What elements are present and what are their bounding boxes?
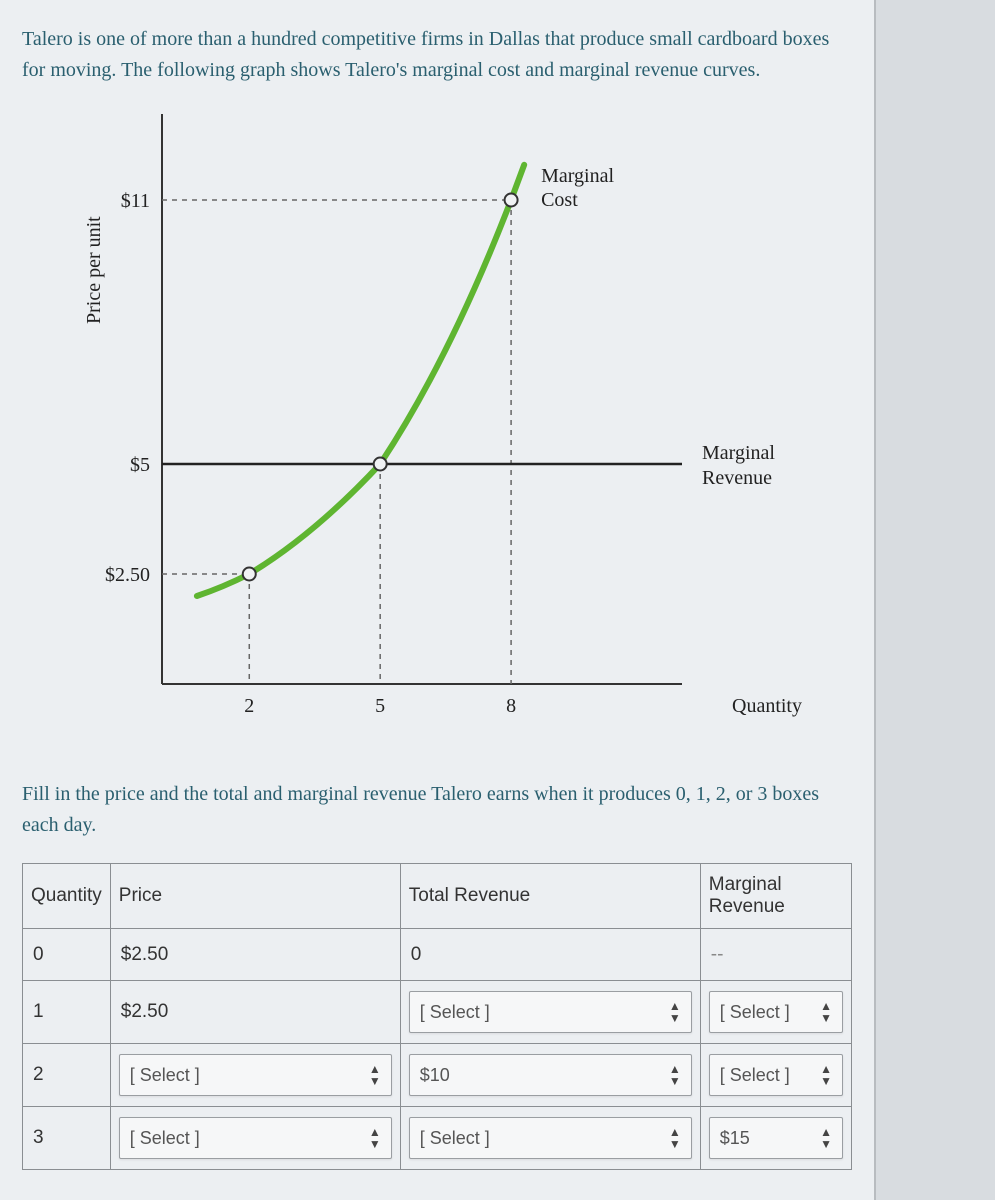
table-row: 3 [ Select ] ▲▼ [ Select ] ▲▼ $15 ▲▼ bbox=[23, 1107, 852, 1170]
instruction-text: Fill in the price and the total and marg… bbox=[22, 779, 852, 841]
question-text: Talero is one of more than a hundred com… bbox=[22, 24, 852, 86]
revenue-table: Quantity Price Total Revenue Marginal Re… bbox=[22, 863, 852, 1170]
svg-text:$5: $5 bbox=[130, 454, 150, 476]
cell-quantity: 3 bbox=[23, 1107, 111, 1170]
cell-price: $2.50 bbox=[110, 981, 400, 1044]
cell-total-revenue: [ Select ] ▲▼ bbox=[400, 981, 700, 1044]
tr-value: 0 bbox=[409, 944, 422, 965]
tr-select-row1[interactable]: [ Select ] ▲▼ bbox=[409, 991, 692, 1033]
cell-marginal-revenue: [ Select ] ▲▼ bbox=[700, 981, 851, 1044]
stepper-icon: ▲▼ bbox=[369, 1063, 381, 1087]
stepper-icon: ▲▼ bbox=[369, 1126, 381, 1150]
svg-text:Marginal: Marginal bbox=[702, 442, 775, 464]
stepper-icon: ▲▼ bbox=[820, 1000, 832, 1024]
tr-select-row3[interactable]: [ Select ] ▲▼ bbox=[409, 1117, 692, 1159]
svg-text:2: 2 bbox=[244, 695, 254, 717]
svg-text:Marginal: Marginal bbox=[541, 165, 614, 187]
cell-marginal-revenue: -- bbox=[700, 929, 851, 981]
price-select-row3[interactable]: [ Select ] ▲▼ bbox=[119, 1117, 392, 1159]
stepper-icon: ▲▼ bbox=[669, 1063, 681, 1087]
svg-text:$11: $11 bbox=[121, 190, 150, 212]
cell-price: $2.50 bbox=[110, 929, 400, 981]
table-row: 0 $2.50 0 -- bbox=[23, 929, 852, 981]
select-value: $15 bbox=[720, 1128, 750, 1149]
cell-price: [ Select ] ▲▼ bbox=[110, 1044, 400, 1107]
svg-text:Price per unit: Price per unit bbox=[83, 216, 105, 324]
cell-marginal-revenue: $15 ▲▼ bbox=[700, 1107, 851, 1170]
select-placeholder: [ Select ] bbox=[130, 1065, 200, 1086]
header-quantity: Quantity bbox=[23, 864, 111, 929]
svg-text:Quantity: Quantity bbox=[732, 695, 802, 717]
price-value: $2.50 bbox=[119, 944, 169, 965]
mr-select-row2[interactable]: [ Select ] ▲▼ bbox=[709, 1054, 843, 1096]
tr-select-row2[interactable]: $10 ▲▼ bbox=[409, 1054, 692, 1096]
select-placeholder: [ Select ] bbox=[720, 1065, 790, 1086]
header-marginal-revenue: Marginal Revenue bbox=[700, 864, 851, 929]
svg-text:$2.50: $2.50 bbox=[105, 564, 150, 586]
header-total-revenue: Total Revenue bbox=[400, 864, 700, 929]
select-placeholder: [ Select ] bbox=[420, 1002, 490, 1023]
cell-quantity: 0 bbox=[23, 929, 111, 981]
mc-mr-chart: Price per unit $11 $5 $2.50 2 5 8 Quantity Margi… bbox=[82, 104, 842, 744]
mr-select-row3[interactable]: $15 ▲▼ bbox=[709, 1117, 843, 1159]
cell-price: [ Select ] ▲▼ bbox=[110, 1107, 400, 1170]
svg-text:Cost: Cost bbox=[541, 189, 578, 211]
table-row: 2 [ Select ] ▲▼ $10 ▲▼ [ Select ] ▲▼ bbox=[23, 1044, 852, 1107]
select-placeholder: [ Select ] bbox=[130, 1128, 200, 1149]
cell-marginal-revenue: [ Select ] ▲▼ bbox=[700, 1044, 851, 1107]
cell-total-revenue: 0 bbox=[400, 929, 700, 981]
stepper-icon: ▲▼ bbox=[820, 1126, 832, 1150]
svg-text:Revenue: Revenue bbox=[702, 467, 772, 489]
chart: Price per unit $11 $5 $2.50 2 5 8 Quantity Margi… bbox=[82, 104, 852, 749]
cell-quantity: 2 bbox=[23, 1044, 111, 1107]
mr-select-row1[interactable]: [ Select ] ▲▼ bbox=[709, 991, 843, 1033]
stepper-icon: ▲▼ bbox=[669, 1126, 681, 1150]
svg-text:5: 5 bbox=[375, 695, 385, 717]
select-placeholder: [ Select ] bbox=[420, 1128, 490, 1149]
price-select-row2[interactable]: [ Select ] ▲▼ bbox=[119, 1054, 392, 1096]
cell-total-revenue: $10 ▲▼ bbox=[400, 1044, 700, 1107]
table-row: 1 $2.50 [ Select ] ▲▼ [ Select ] ▲▼ bbox=[23, 981, 852, 1044]
price-value: $2.50 bbox=[119, 1001, 169, 1022]
svg-text:8: 8 bbox=[506, 695, 516, 717]
stepper-icon: ▲▼ bbox=[820, 1063, 832, 1087]
header-price: Price bbox=[110, 864, 400, 929]
cell-total-revenue: [ Select ] ▲▼ bbox=[400, 1107, 700, 1170]
stepper-icon: ▲▼ bbox=[669, 1000, 681, 1024]
cell-quantity: 1 bbox=[23, 981, 111, 1044]
question-panel: Talero is one of more than a hundred com… bbox=[0, 0, 876, 1200]
select-value: $10 bbox=[420, 1065, 450, 1086]
mr-value: -- bbox=[709, 944, 724, 965]
select-placeholder: [ Select ] bbox=[720, 1002, 790, 1023]
